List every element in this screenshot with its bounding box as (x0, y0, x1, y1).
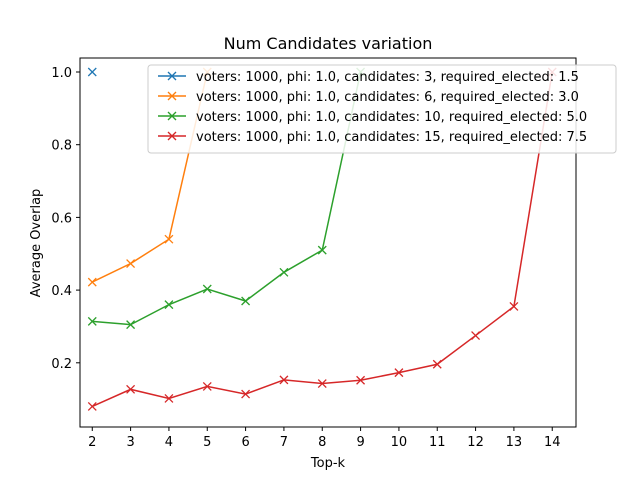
legend-box (147, 64, 617, 154)
data-point (87, 401, 97, 411)
legend-entry: voters: 1000, phi: 1.0, candidates: 10, … (158, 110, 587, 125)
legend-marker (167, 111, 177, 121)
data-point (202, 381, 212, 391)
x-tick-label: 5 (203, 435, 211, 450)
chart-title: Num Candidates variation (224, 34, 433, 53)
x-tick-label: 12 (467, 435, 484, 450)
data-point (126, 384, 136, 394)
data-point (279, 375, 289, 385)
legend-label: voters: 1000, phi: 1.0, candidates: 10, … (196, 110, 587, 125)
series-layer (87, 67, 557, 411)
data-point (164, 300, 174, 310)
data-point (432, 359, 442, 369)
data-point (164, 393, 174, 403)
data-point (241, 296, 251, 306)
legend-marker (167, 71, 177, 81)
data-point (87, 67, 97, 77)
legend-label: voters: 1000, phi: 1.0, candidates: 15, … (196, 130, 587, 145)
legend-entry: voters: 1000, phi: 1.0, candidates: 15, … (158, 130, 587, 145)
legend-entry: voters: 1000, phi: 1.0, candidates: 6, r… (158, 90, 579, 105)
x-tick-label: 4 (165, 435, 173, 450)
data-point (126, 259, 136, 269)
data-point (279, 267, 289, 277)
x-tick-label: 7 (280, 435, 288, 450)
legend: voters: 1000, phi: 1.0, candidates: 3, r… (147, 64, 617, 154)
x-tick-label: 13 (506, 435, 523, 450)
y-axis: 0.2 0.4 0.6 0.8 1.0 (51, 66, 80, 372)
data-point (126, 320, 136, 330)
x-tick-label: 14 (544, 435, 561, 450)
x-tick-label: 2 (88, 435, 96, 450)
y-axis-label: Average Overlap (29, 189, 44, 298)
y-tick-label: 0.8 (51, 139, 72, 154)
x-axis: 2 3 4 5 6 7 8 9 10 11 12 13 14 (88, 427, 561, 450)
y-tick-label: 0.4 (51, 284, 72, 299)
y-tick-label: 1.0 (51, 66, 72, 81)
x-axis-label: Top-k (310, 456, 346, 471)
x-tick-label: 9 (356, 435, 364, 450)
data-point (164, 234, 174, 244)
series-4 (87, 67, 557, 411)
x-tick-label: 10 (391, 435, 408, 450)
data-point (87, 277, 97, 287)
legend-marker (167, 131, 177, 141)
data-point (394, 368, 404, 378)
series-line (91, 71, 208, 283)
legend-entry: voters: 1000, phi: 1.0, candidates: 3, r… (158, 70, 579, 85)
data-point (202, 284, 212, 294)
series-line (92, 71, 362, 326)
plot-frame (79, 57, 577, 428)
data-point (317, 245, 327, 255)
x-tick-label: 11 (429, 435, 446, 450)
x-tick-label: 6 (241, 435, 249, 450)
data-point (509, 302, 519, 311)
series-3 (87, 67, 366, 330)
data-point (471, 331, 481, 341)
data-point (317, 379, 327, 388)
data-point (87, 316, 97, 326)
x-tick-label: 3 (126, 435, 134, 450)
data-point (241, 389, 251, 399)
legend-label: voters: 1000, phi: 1.0, candidates: 3, r… (196, 70, 579, 85)
series-1 (87, 67, 97, 77)
legend-marker (167, 91, 177, 101)
x-tick-label: 8 (318, 435, 326, 450)
data-point (356, 375, 366, 385)
y-tick-label: 0.6 (51, 211, 72, 226)
legend-label: voters: 1000, phi: 1.0, candidates: 6, r… (196, 90, 579, 105)
y-tick-label: 0.2 (51, 357, 72, 372)
